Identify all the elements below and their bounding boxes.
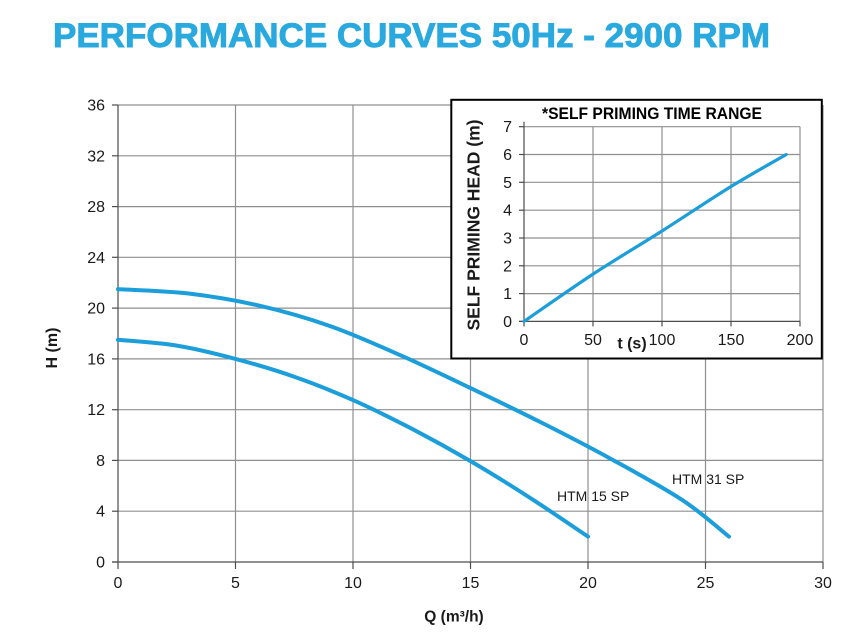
svg-text:20: 20 xyxy=(579,575,597,592)
svg-text:10: 10 xyxy=(344,575,362,592)
svg-text:5: 5 xyxy=(231,575,240,592)
svg-text:0: 0 xyxy=(520,332,529,349)
svg-text:15: 15 xyxy=(462,575,480,592)
svg-text:1: 1 xyxy=(503,286,512,303)
svg-text:28: 28 xyxy=(87,199,105,216)
svg-text:0: 0 xyxy=(503,314,512,331)
svg-text:200: 200 xyxy=(787,332,814,349)
svg-text:PERFORMANCE CURVES 50Hz - 2900: PERFORMANCE CURVES 50Hz - 2900 RPM xyxy=(53,17,770,55)
svg-text:4: 4 xyxy=(96,504,105,521)
svg-text:3: 3 xyxy=(503,231,512,248)
svg-text:36: 36 xyxy=(87,98,105,115)
svg-text:HTM 31 SP: HTM 31 SP xyxy=(672,471,744,487)
svg-text:16: 16 xyxy=(87,351,105,368)
svg-text:30: 30 xyxy=(814,575,832,592)
svg-text:0: 0 xyxy=(96,555,105,572)
svg-text:150: 150 xyxy=(718,332,745,349)
svg-text:32: 32 xyxy=(87,148,105,165)
svg-text:SELF PRIMING HEAD (m): SELF PRIMING HEAD (m) xyxy=(464,120,484,331)
svg-text:7: 7 xyxy=(503,119,512,136)
svg-text:8: 8 xyxy=(96,453,105,470)
svg-text:0: 0 xyxy=(114,575,123,592)
svg-text:12: 12 xyxy=(87,402,105,419)
svg-text:Q (m³/h): Q (m³/h) xyxy=(424,609,483,626)
svg-text:100: 100 xyxy=(649,332,676,349)
svg-text:50: 50 xyxy=(584,332,602,349)
svg-text:H (m): H (m) xyxy=(44,328,61,369)
svg-text:6: 6 xyxy=(503,147,512,164)
svg-text:24: 24 xyxy=(87,250,105,267)
svg-text:t (s): t (s) xyxy=(617,336,646,353)
svg-text:25: 25 xyxy=(697,575,715,592)
svg-text:5: 5 xyxy=(503,175,512,192)
svg-text:HTM 15 SP: HTM 15 SP xyxy=(557,488,629,504)
svg-text:4: 4 xyxy=(503,203,512,220)
svg-text:2: 2 xyxy=(503,258,512,275)
svg-text:*SELF PRIMING TIME RANGE: *SELF PRIMING TIME RANGE xyxy=(542,105,762,123)
svg-text:20: 20 xyxy=(87,301,105,318)
